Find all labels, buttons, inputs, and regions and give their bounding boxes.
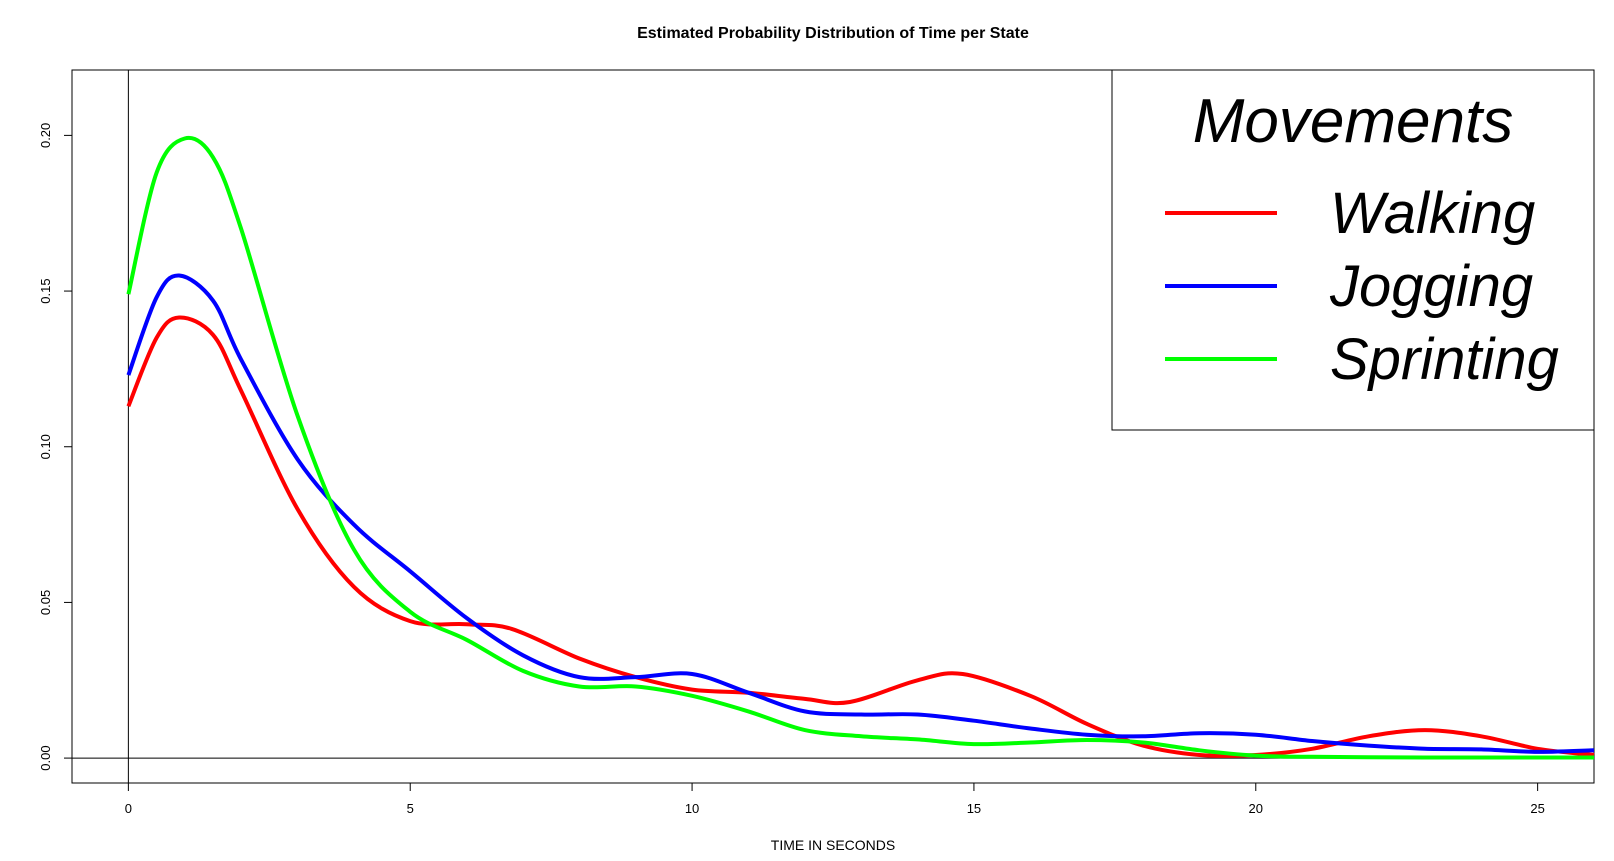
x-tick-label: 10 (685, 801, 699, 816)
legend-items: Walking Jogging Sprinting (1165, 181, 1559, 392)
series-line-walking (126, 315, 1595, 758)
y-tick-label: 0.20 (38, 123, 53, 148)
x-axis: 0 5 10 15 20 25 (125, 782, 1545, 816)
legend-box (1111, 69, 1595, 431)
x-axis-label: TIME IN SECONDS (771, 837, 895, 853)
legend-label-walking: Walking (1330, 181, 1535, 246)
y-tick-label: 0.05 (38, 590, 53, 615)
legend-title: Movements (1193, 87, 1513, 156)
legend-label-sprinting: Sprinting (1330, 327, 1559, 392)
series-layer (126, 135, 1595, 760)
x-tick-label: 20 (1249, 801, 1263, 816)
x-tick-label: 25 (1530, 801, 1544, 816)
legend-label-jogging: Jogging (1329, 254, 1533, 319)
series-line-jogging (126, 273, 1595, 754)
legend: Movements Walking Jogging Sprinting (1111, 69, 1595, 431)
chart-title: Estimated Probability Distribution of Ti… (637, 25, 1029, 42)
x-tick-label: 0 (125, 801, 132, 816)
y-tick-label: 0.00 (38, 745, 53, 770)
y-tick-label: 0.10 (38, 434, 53, 459)
series-line-sprinting (126, 135, 1594, 760)
x-tick-label: 15 (967, 801, 981, 816)
y-axis: 0.00 0.05 0.10 0.15 0.20 (38, 123, 73, 771)
x-tick-label: 5 (407, 801, 414, 816)
y-tick-label: 0.15 (38, 278, 53, 303)
